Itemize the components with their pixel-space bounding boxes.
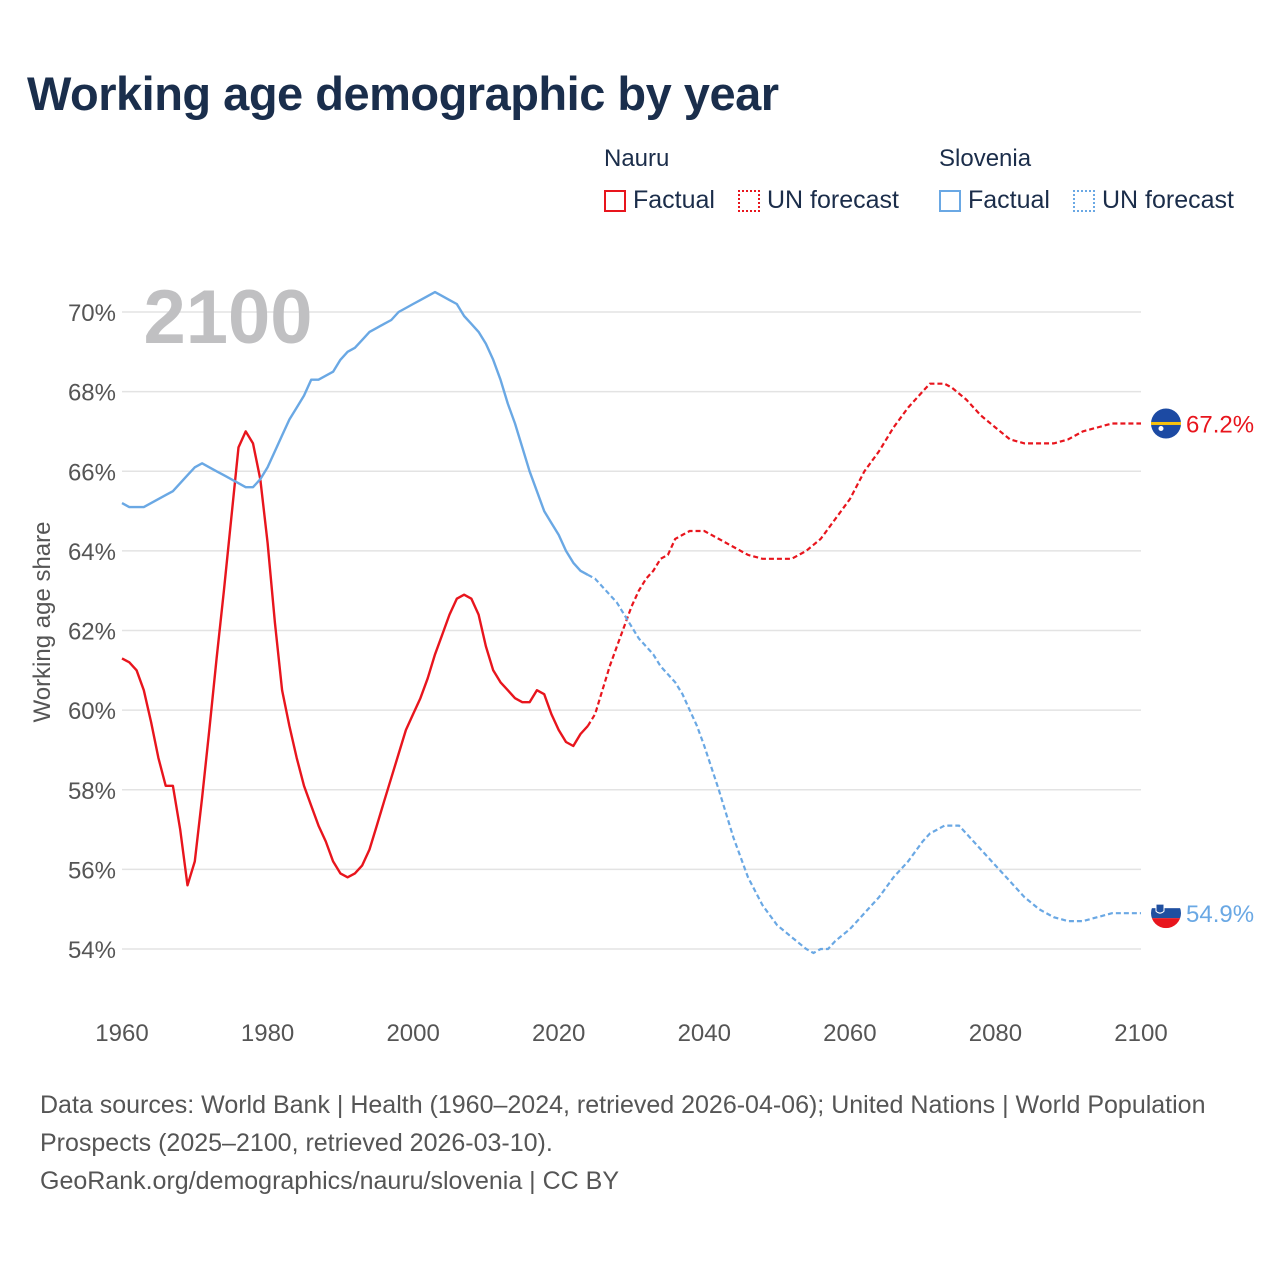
legend-label-nauru-factual: Factual — [633, 186, 715, 214]
legend-swatch-slovenia-forecast — [1073, 189, 1095, 212]
legend-swatch-nauru-forecast — [738, 189, 760, 212]
legend-label-nauru-forecast: UN forecast — [767, 186, 899, 214]
nauru-flag-icon — [1151, 408, 1181, 439]
x-tick-label: 2100 — [1114, 1020, 1167, 1047]
legend-group-nauru: Nauru — [604, 145, 670, 172]
legend-label-slovenia-factual: Factual — [968, 186, 1050, 214]
y-tick-label: 62% — [68, 619, 116, 646]
series-line-slovenia-forecast[interactable] — [587, 573, 1141, 955]
series-layer — [121, 290, 1141, 955]
legend-item-nauru-factual[interactable]: Factual — [604, 186, 715, 215]
x-tick-label: 2060 — [823, 1020, 876, 1047]
end-markers: 67.2% 54.9% — [1151, 408, 1254, 929]
legend-group-slovenia: Slovenia — [939, 145, 1032, 172]
end-label-nauru: 67.2% — [1186, 411, 1254, 438]
y-tick-label: 66% — [68, 459, 116, 486]
legend-label-slovenia-forecast: UN forecast — [1102, 186, 1234, 214]
x-tick-label: 2080 — [969, 1020, 1022, 1047]
y-tick-label: 70% — [68, 300, 116, 327]
end-label-slovenia: 54.9% — [1186, 901, 1254, 928]
attribution-link[interactable]: GeoRank.org/demographics/nauru/slovenia … — [40, 1167, 620, 1195]
series-line-nauru-factual[interactable] — [121, 430, 589, 887]
chart-title: Working age demographic by year — [27, 67, 779, 120]
year-watermark: 2100 — [143, 275, 312, 360]
y-tick-labels: 54% 56% 58% 60% 62% 64% 66% 68% 70% — [68, 300, 116, 964]
grid-layer — [122, 311, 1141, 950]
slovenia-flag-icon — [1151, 898, 1181, 929]
x-tick-label: 2040 — [678, 1020, 731, 1047]
y-axis-label: Working age share — [29, 522, 56, 723]
x-tick-label: 1960 — [95, 1020, 148, 1047]
series-line-nauru-forecast[interactable] — [586, 382, 1141, 727]
legend-item-slovenia-factual[interactable]: Factual — [939, 186, 1050, 215]
footer: Data sources: World Bank | Health (1960–… — [40, 1086, 1220, 1200]
y-tick-label: 58% — [68, 778, 116, 805]
legend-item-nauru-forecast[interactable]: UN forecast — [738, 186, 899, 215]
series-line-slovenia-factual[interactable] — [121, 290, 589, 576]
x-tick-labels: 1960 1980 2000 2020 2040 2060 2080 2100 — [95, 1020, 1167, 1047]
x-tick-label: 2020 — [532, 1020, 585, 1047]
y-tick-label: 64% — [68, 539, 116, 566]
y-tick-label: 60% — [68, 698, 116, 725]
y-tick-label: 56% — [68, 857, 116, 884]
legend-item-slovenia-forecast[interactable]: UN forecast — [1073, 186, 1234, 215]
y-tick-label: 54% — [68, 937, 116, 964]
y-tick-label: 68% — [68, 380, 116, 407]
x-tick-label: 2000 — [386, 1020, 439, 1047]
data-sources-text: Data sources: World Bank | Health (1960–… — [40, 1091, 1206, 1157]
legend-swatch-slovenia-factual — [939, 189, 961, 212]
line-chart: 54% 56% 58% 60% 62% 64% 66% 68% 70% 1960 1980 2000… — [29, 275, 1254, 1047]
x-tick-label: 1980 — [241, 1020, 294, 1047]
legend-swatch-nauru-factual — [604, 189, 626, 212]
